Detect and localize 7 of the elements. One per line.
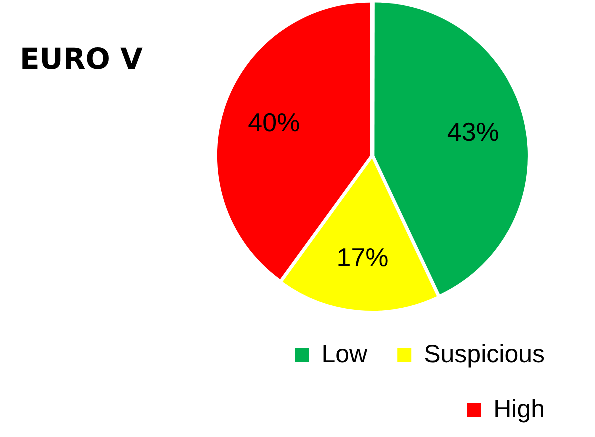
data-label: 40% [248,108,300,138]
text: EURO V [20,42,143,76]
legend-label: Low [322,340,369,368]
data-label: 43% [447,117,500,148]
legend-label: High [494,395,546,424]
data-label: 17% [336,242,389,273]
legend-label: Suspicious [424,340,546,368]
